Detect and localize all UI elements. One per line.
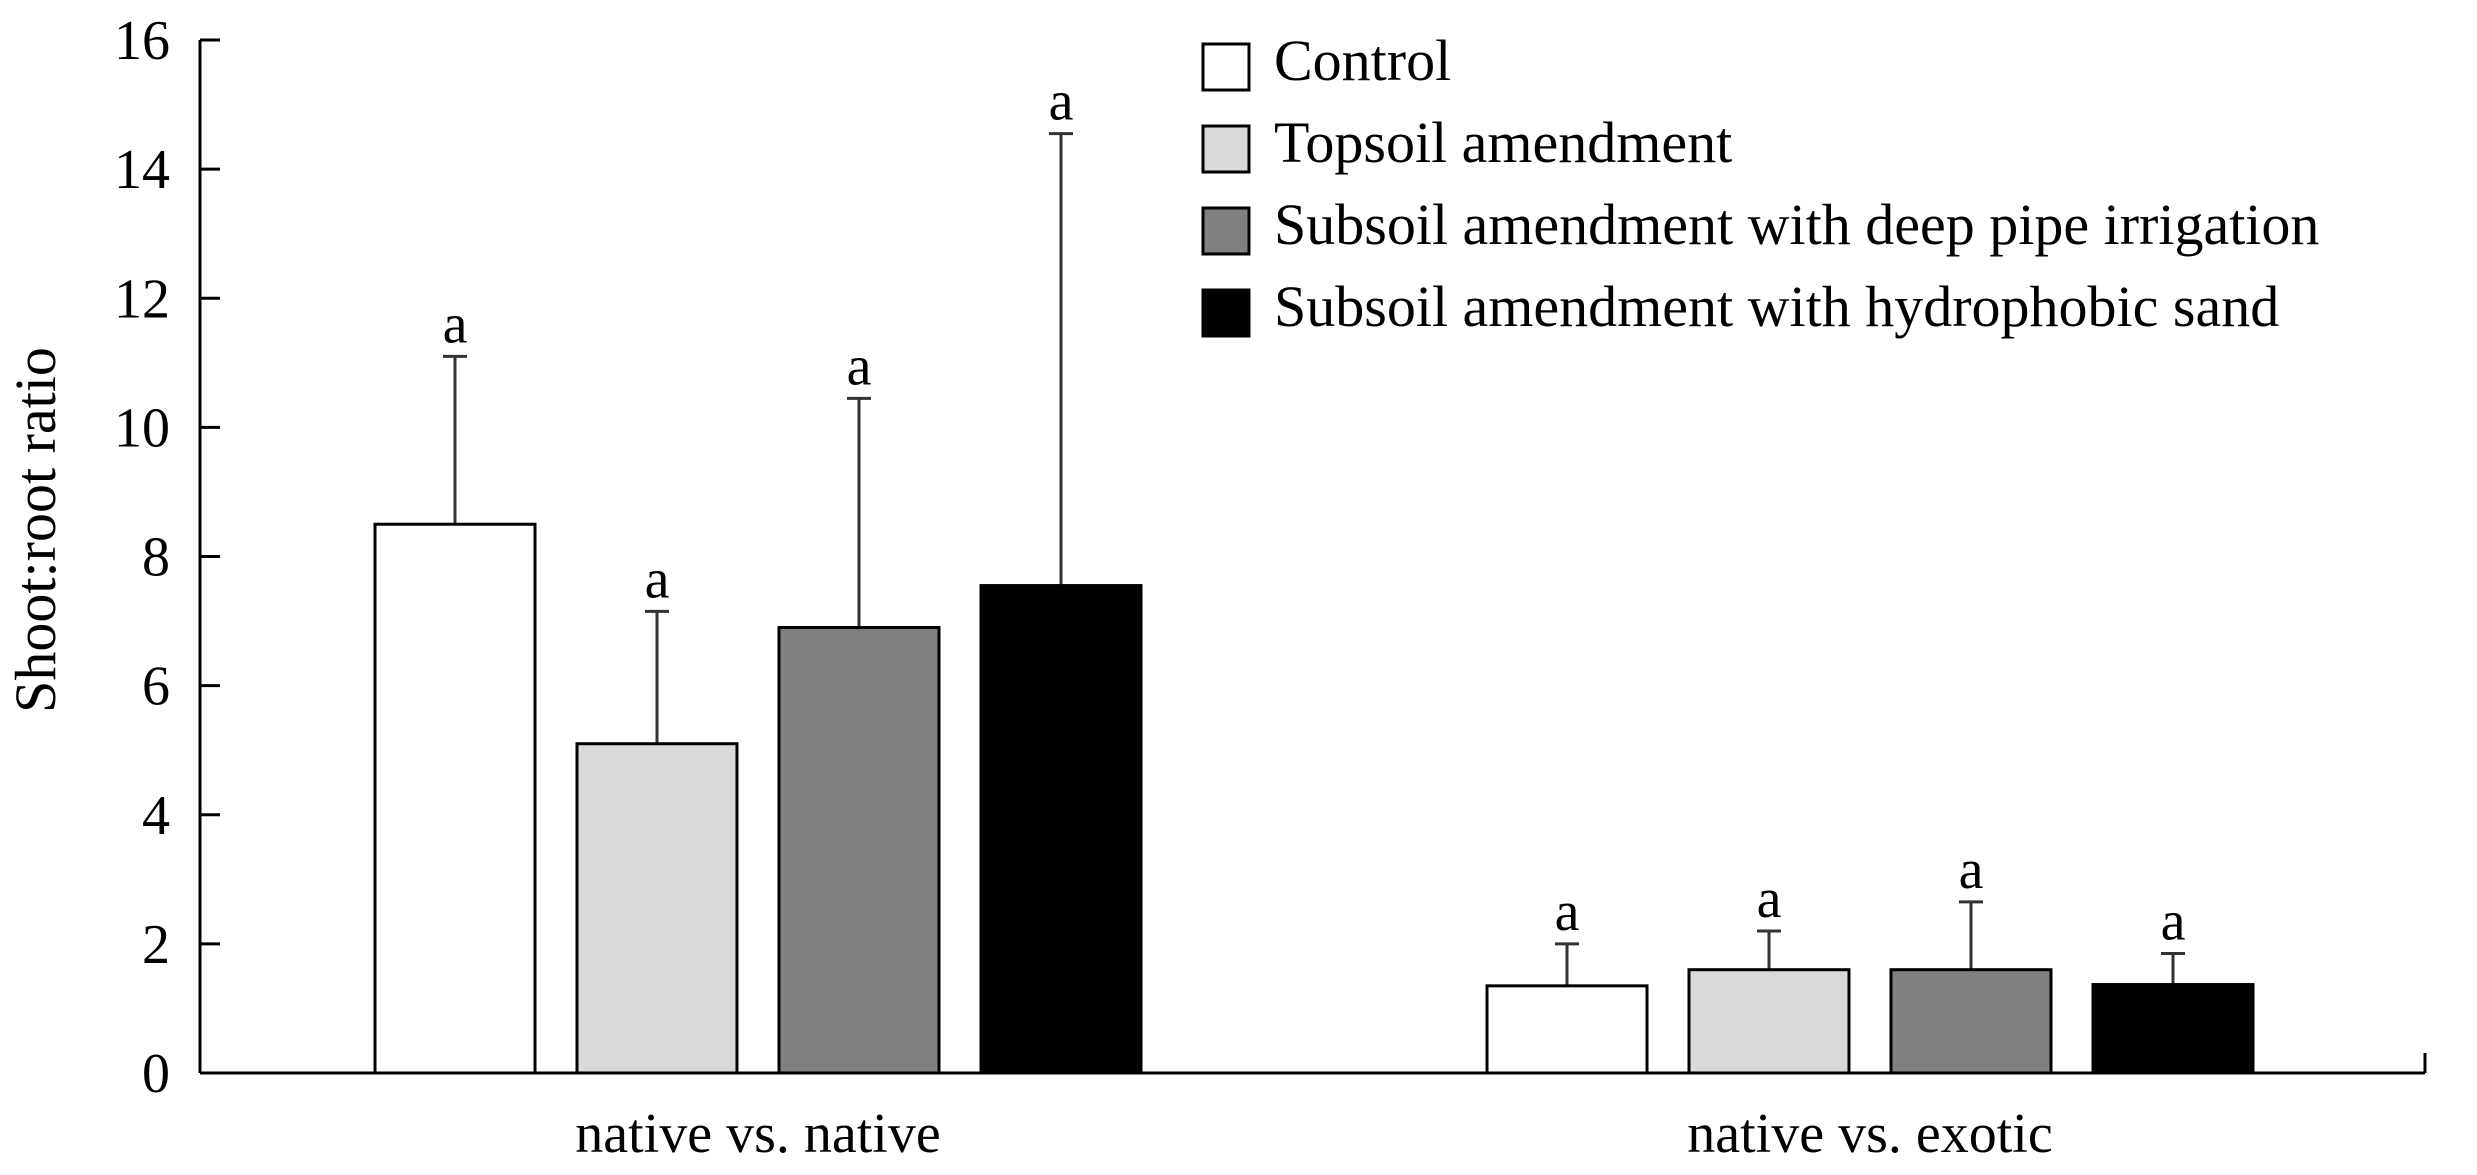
bar — [979, 584, 1143, 1075]
bar — [1889, 968, 2053, 1075]
legend-label: Topsoil amendment — [1274, 110, 1732, 175]
significance-labels: a a a a a a a a — [443, 71, 2186, 953]
y-tick-label: 10 — [114, 397, 170, 459]
y-tick-label: 12 — [114, 268, 170, 330]
y-tick-label: 6 — [142, 656, 170, 718]
bar — [373, 522, 537, 1075]
legend-swatch — [1201, 206, 1251, 256]
y-axis-label: Shoot:root ratio — [3, 347, 68, 713]
y-tick-label: 0 — [142, 1043, 170, 1105]
x-axis-category-labels: native vs. native native vs. exotic — [575, 1103, 2052, 1165]
significance-label: a — [847, 335, 872, 397]
legend-label: Subsoil amendment with deep pipe irrigat… — [1274, 192, 2319, 257]
bar — [1485, 984, 1649, 1075]
error-bars — [443, 132, 2185, 986]
y-tick-label: 4 — [142, 785, 170, 847]
bars — [373, 522, 2255, 1075]
significance-label: a — [645, 548, 670, 610]
bar — [575, 742, 739, 1075]
x-tick-label: native vs. native — [575, 1103, 940, 1165]
y-axis-ticks: 0 2 4 6 8 10 12 14 16 — [114, 10, 220, 1105]
legend-label: Subsoil amendment with hydrophobic sand — [1274, 274, 2279, 339]
legend-label: Control — [1274, 28, 1451, 93]
y-tick-label: 16 — [114, 10, 170, 72]
bar — [777, 626, 941, 1075]
legend-swatch — [1201, 288, 1251, 338]
significance-label: a — [1757, 868, 1782, 930]
significance-label: a — [443, 293, 468, 355]
legend: Control Topsoil amendment Subsoil amendmen… — [1201, 28, 2319, 339]
bar — [2091, 983, 2255, 1075]
significance-label: a — [1555, 881, 1580, 943]
x-tick-label: native vs. exotic — [1687, 1103, 2052, 1165]
significance-label: a — [1959, 839, 1984, 901]
legend-swatch — [1201, 124, 1251, 174]
significance-label: a — [2161, 891, 2186, 953]
y-tick-label: 14 — [114, 139, 170, 201]
y-tick-label: 2 — [142, 914, 170, 976]
significance-label: a — [1049, 71, 1074, 133]
y-tick-label: 8 — [142, 527, 170, 589]
legend-swatch — [1201, 42, 1251, 92]
bar — [1687, 968, 1851, 1075]
